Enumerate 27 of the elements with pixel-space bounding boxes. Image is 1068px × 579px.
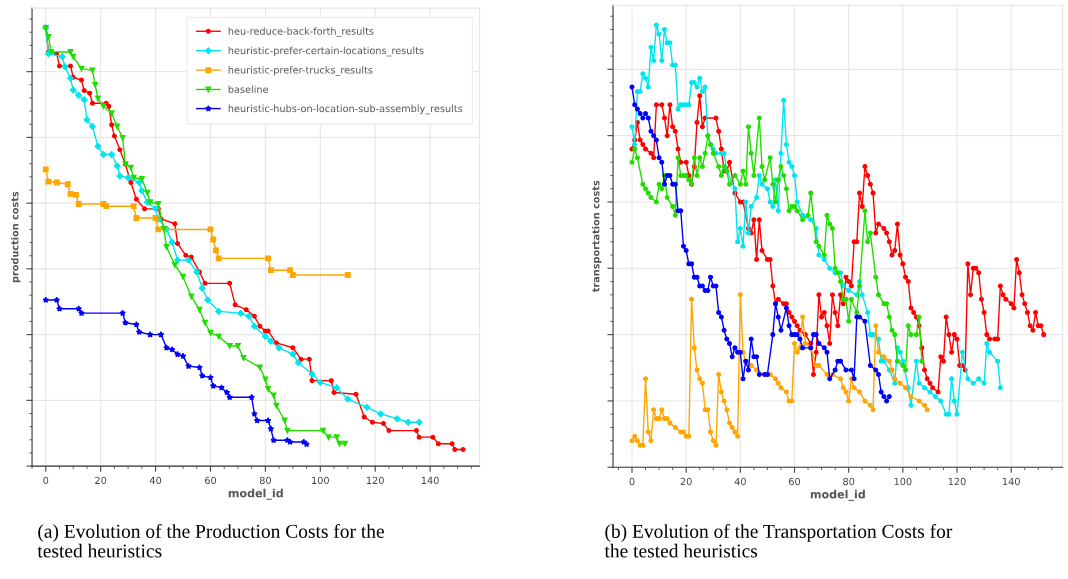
x-tick-label: 120 bbox=[948, 477, 966, 486]
legend-label: baseline bbox=[228, 85, 269, 93]
x-tick-label: 60 bbox=[204, 476, 217, 485]
y-axis-title: production costs bbox=[10, 191, 21, 283]
x-tick-label: 0 bbox=[629, 477, 635, 486]
legend-label: heuristic-hubs-on-location-sub-assembly_results bbox=[228, 104, 463, 115]
text: (a) Evolution of the Production Costs for the tested heuristics bbox=[37, 523, 384, 558]
text: (b) Evolution of the Transportation Costs for the tested heuristics bbox=[604, 523, 953, 558]
x-axis-title: model_id bbox=[810, 489, 865, 501]
x-tick-label: 140 bbox=[421, 476, 439, 485]
x-tick-label: 100 bbox=[312, 476, 329, 485]
x-tick-label: 40 bbox=[734, 477, 746, 486]
x-tick-label: 0 bbox=[43, 476, 49, 485]
x-axis-title: model_id bbox=[228, 488, 283, 500]
x-tick-label: 60 bbox=[789, 477, 801, 486]
legend-label: heuristic-prefer-trucks_results bbox=[228, 66, 373, 76]
x-tick-label: 20 bbox=[95, 476, 107, 485]
x-tick-label: 140 bbox=[1002, 477, 1020, 486]
x-tick-label: 20 bbox=[680, 477, 692, 486]
x-tick-label: 80 bbox=[259, 476, 271, 485]
x-tick-label: 40 bbox=[149, 476, 162, 485]
x-tick-label: 100 bbox=[894, 477, 912, 486]
x-tick-label: 80 bbox=[843, 477, 855, 486]
legend-label: heu-reduce-back-forth_results bbox=[228, 27, 374, 37]
x-tick-label: 120 bbox=[367, 476, 384, 485]
y-axis-title: transportation costs bbox=[591, 180, 602, 293]
legend-label: heuristic-prefer-certain-locations_results bbox=[228, 46, 424, 57]
